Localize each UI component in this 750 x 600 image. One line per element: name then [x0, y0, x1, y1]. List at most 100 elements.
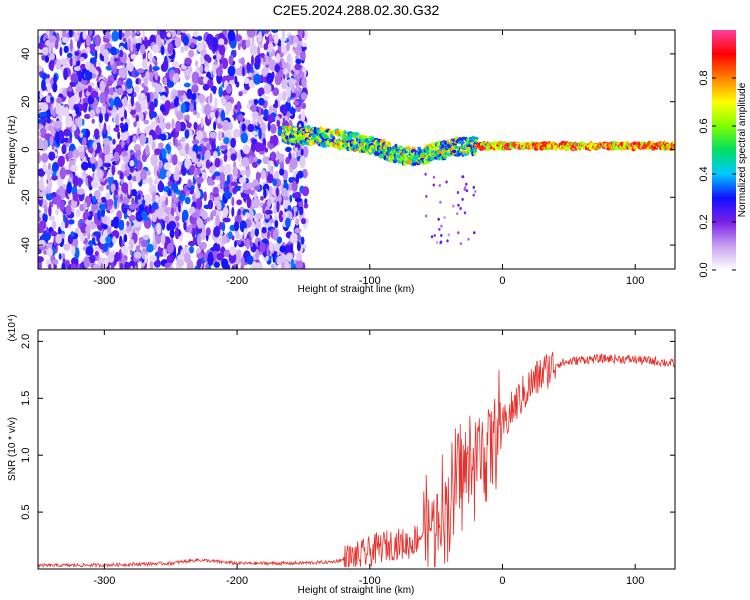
heatmap-cell [98, 203, 107, 211]
heatmap-cell [159, 152, 163, 161]
heatmap-cell [193, 168, 198, 180]
heatmap-cell [300, 148, 304, 156]
heatmap-cell [59, 167, 66, 180]
heatmap-cell [263, 83, 272, 94]
heatmap-cell [148, 71, 154, 83]
heatmap-cell [123, 155, 130, 164]
heatmap-cell [249, 44, 258, 56]
heatmap-cell [253, 98, 259, 105]
heatmap-cell [456, 212, 459, 216]
heatmap-cell [203, 253, 209, 263]
heatmap-cell [110, 262, 115, 269]
heatmap-cell [225, 101, 233, 112]
heatmap-cell [66, 87, 73, 92]
heatmap-cell [142, 234, 150, 240]
heatmap-cell [229, 246, 237, 256]
heatmap-cell [72, 56, 76, 67]
heatmap-cell [54, 194, 62, 205]
heatmap-cell [237, 114, 244, 122]
heatmap-cell [289, 157, 298, 170]
heatmap-cell [253, 73, 262, 85]
heatmap-cell [300, 110, 306, 123]
heatmap-cell [69, 81, 77, 87]
heatmap-cell [60, 187, 66, 200]
heatmap-cell [251, 110, 259, 120]
heatmap-cell [255, 220, 262, 229]
heatmap-cell [76, 85, 82, 93]
heatmap-cell [274, 64, 281, 73]
heatmap-cell [201, 210, 208, 220]
heatmap-cell [152, 44, 160, 53]
heatmap-cell [57, 155, 65, 168]
heatmap-cell [322, 133, 328, 139]
heatmap-cell [256, 46, 261, 55]
heatmap-cell [221, 235, 227, 245]
heatmap-cell [200, 117, 204, 128]
heatmap-cell [259, 242, 266, 253]
heatmap-cell [196, 35, 203, 41]
heatmap-cell [101, 105, 106, 116]
heatmap-cell [191, 93, 197, 101]
heatmap-cell [282, 90, 287, 102]
heatmap-cell [151, 212, 157, 223]
heatmap-cell [145, 144, 150, 157]
heatmap-cell [136, 30, 140, 35]
heatmap-cell [44, 55, 50, 63]
heatmap-cell [177, 105, 181, 112]
heatmap-cell [82, 30, 87, 40]
heatmap-cell [183, 35, 189, 46]
heatmap-cell [268, 41, 273, 53]
heatmap-cell [211, 141, 216, 152]
heatmap-cell [424, 172, 427, 176]
heatmap-cell [77, 177, 82, 188]
heatmap-cell [254, 262, 262, 269]
heatmap-cell [301, 77, 307, 87]
heatmap-cell [472, 148, 478, 153]
heatmap-cell [230, 181, 239, 187]
heatmap-cell [128, 239, 135, 247]
heatmap-cell [632, 141, 637, 146]
heatmap-cell [445, 180, 448, 184]
heatmap-cell [299, 51, 306, 61]
spectrogram-x-tick-label: -200 [226, 275, 248, 287]
heatmap-cell [294, 63, 302, 71]
heatmap-cell [65, 115, 73, 128]
heatmap-cell [255, 171, 261, 182]
heatmap-cell [119, 235, 123, 248]
heatmap-cell [284, 260, 289, 269]
heatmap-cell [116, 87, 124, 96]
heatmap-cell [148, 176, 153, 186]
heatmap-cell [113, 72, 117, 81]
heatmap-cell [245, 39, 251, 48]
heatmap-cell [124, 261, 131, 269]
heatmap-cell [96, 169, 104, 179]
heatmap-cell [218, 86, 223, 98]
heatmap-cell [205, 159, 211, 169]
heatmap-cell [88, 146, 94, 154]
heatmap-cell [472, 185, 475, 189]
heatmap-cell [164, 262, 171, 268]
spectrogram-x-tick-label: 100 [626, 275, 644, 287]
heatmap-cell [109, 140, 113, 150]
heatmap-cell [202, 137, 210, 142]
heatmap-cell [112, 138, 116, 145]
heatmap-cell [294, 191, 302, 200]
heatmap-cell [191, 71, 200, 84]
heatmap-cell [67, 150, 74, 159]
heatmap-cell [206, 217, 211, 222]
heatmap-cell [136, 68, 145, 74]
heatmap-cell [246, 255, 254, 265]
heatmap-cell [97, 157, 103, 168]
heatmap-cell [111, 111, 117, 118]
heatmap-cell [287, 97, 291, 104]
spectrogram-y-tick-label: 40 [20, 48, 32, 60]
heatmap-cell [104, 112, 109, 122]
heatmap-cell [123, 170, 130, 177]
heatmap-cell [267, 173, 274, 184]
heatmap-cell [254, 185, 261, 191]
heatmap-cell [388, 143, 391, 148]
heatmap-cell [180, 102, 187, 114]
heatmap-cell [474, 138, 478, 143]
heatmap-cell [118, 30, 123, 41]
heatmap-cell [142, 58, 148, 69]
